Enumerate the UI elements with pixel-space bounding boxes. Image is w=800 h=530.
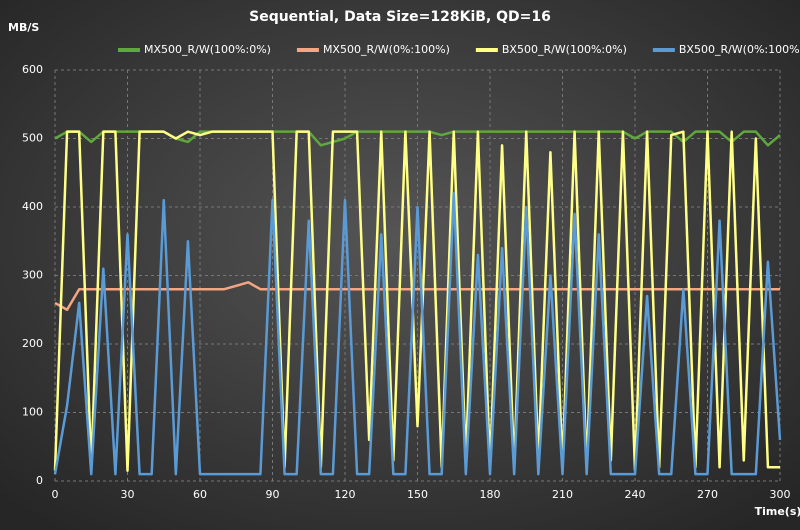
chart-title: Sequential, Data Size=128KiB, QD=16	[249, 9, 551, 25]
x-tick-label: 270	[697, 488, 718, 501]
x-tick-label: 90	[266, 488, 280, 501]
y-tick-label: 500	[22, 132, 43, 145]
legend-label: BX500_R/W(0%:100%)	[679, 43, 800, 56]
legend-label: MX500_R/W(0%:100%)	[323, 43, 450, 56]
series-line	[54, 281, 780, 311]
x-axis-label: Time(s)	[755, 505, 800, 518]
series-line	[53, 192, 782, 476]
x-tick-label: 180	[480, 488, 501, 501]
y-axis-label: MB/S	[8, 21, 39, 34]
legend-label: MX500_R/W(100%:0%)	[144, 43, 271, 56]
x-tick-label: 210	[552, 488, 573, 501]
x-tick-label: 120	[335, 488, 356, 501]
legend-label: BX500_R/W(100%:0%)	[502, 43, 627, 56]
x-tick-label: 240	[625, 488, 646, 501]
x-tick-label: 0	[52, 488, 59, 501]
x-tick-label: 150	[407, 488, 428, 501]
x-tick-label: 60	[193, 488, 207, 501]
y-tick-label: 200	[22, 337, 43, 350]
y-tick-label: 600	[22, 63, 43, 76]
y-tick-label: 0	[36, 474, 43, 487]
y-tick-label: 300	[22, 269, 43, 282]
x-tick-label: 30	[121, 488, 135, 501]
x-tick-label: 300	[770, 488, 791, 501]
y-tick-label: 100	[22, 406, 43, 419]
y-tick-label: 400	[22, 200, 43, 213]
